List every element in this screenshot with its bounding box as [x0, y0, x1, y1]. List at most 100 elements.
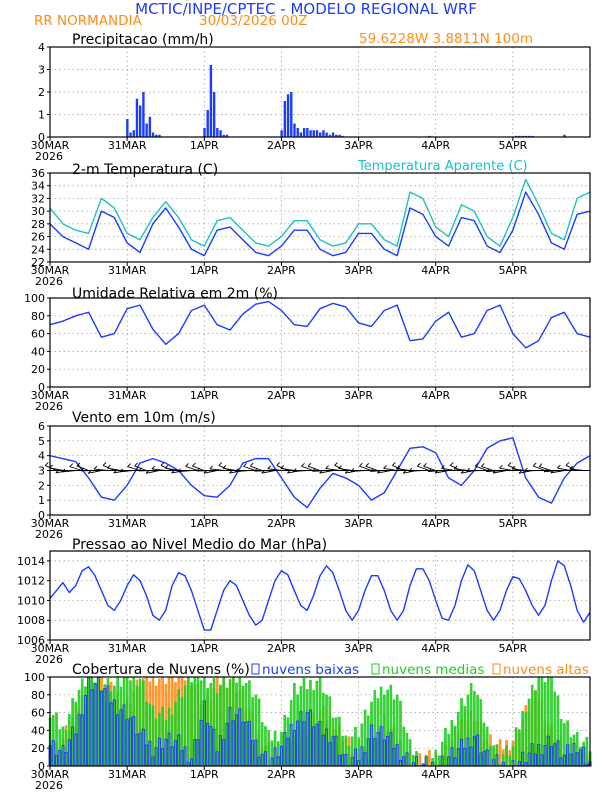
x-tick-label: 3APR: [344, 264, 373, 277]
y-tick-label: 3: [38, 465, 45, 478]
panel-title-temp: 2-m Temperatura (C): [72, 162, 218, 178]
precip-bar: [312, 130, 315, 137]
wind-barb-tip: [243, 463, 247, 467]
precip-bar: [280, 130, 283, 137]
wind-barb-tip: [171, 469, 175, 474]
x-tick-label: 30MAR: [31, 768, 70, 781]
precip-bar: [335, 134, 338, 137]
legend-box-low: [251, 663, 260, 675]
wind-barb-tip: [80, 467, 85, 472]
precip-bar: [135, 98, 139, 137]
precip-bar: [319, 132, 322, 137]
y-tick-label: 0: [38, 381, 45, 394]
x-tick-label: 1APR: [190, 517, 219, 530]
wind-barb-tip: [441, 464, 445, 469]
precip-bar: [338, 134, 341, 137]
wind-barb-tip: [209, 465, 214, 470]
precip-bar: [126, 119, 129, 137]
wind-barb: [417, 465, 430, 471]
cloud-bar-mid: [437, 755, 441, 767]
wind-barb: [533, 465, 546, 471]
precip-bar: [132, 130, 135, 137]
wind-barb: [119, 470, 134, 473]
wind-barb: [127, 466, 141, 471]
precip-bar: [296, 128, 299, 137]
wind-barb-tip: [408, 467, 413, 472]
wind-barb-tip: [261, 469, 266, 474]
wind-barb-tip: [481, 463, 485, 467]
wind-barb: [49, 467, 63, 471]
wind-barb-tip: [383, 465, 387, 469]
wind-barb-tip: [511, 465, 516, 470]
wind-barb-tip: [76, 462, 81, 467]
wind-barb-tip: [377, 469, 381, 474]
precip-bar: [151, 132, 155, 137]
legend-apparent-temp: Temperatura Aparente (C): [357, 159, 528, 174]
y-tick-label: 6: [38, 420, 45, 433]
x-tick-label: 3APR: [344, 139, 373, 152]
precip-bar: [216, 128, 219, 137]
x-tick-label: 30MAR: [31, 642, 70, 655]
wind-barb-tip: [557, 464, 561, 469]
wind-barb: [235, 470, 250, 472]
header-run: 30/03/2026 00Z: [199, 13, 308, 29]
y-tick-label: 0: [38, 509, 45, 522]
wind-barb: [428, 470, 443, 472]
y-tick-label: 24: [31, 243, 45, 256]
wind-barb-tip: [402, 469, 407, 474]
wind-barb: [254, 470, 269, 472]
x-tick-label: 30MAR: [31, 517, 70, 530]
series-line: [49, 178, 591, 247]
wind-barb: [351, 470, 366, 472]
cloud-bar-mid: [434, 749, 438, 767]
wind-barb-tip: [280, 465, 285, 469]
y-tick-label: 80: [31, 310, 45, 323]
x-tick-label: 1APR: [190, 264, 219, 277]
wind-barb-tip: [453, 465, 458, 470]
precip-bar: [206, 110, 209, 137]
x-tick-label: 2APR: [267, 264, 296, 277]
wind-barb: [486, 470, 501, 473]
wind-barb-tip: [119, 468, 124, 473]
x-tick-label: 31MAR: [108, 264, 147, 277]
precip-bar: [209, 65, 213, 137]
panel-frame: [49, 172, 591, 263]
y-tick-label: 26: [31, 231, 45, 244]
cloud-bar-mid: [518, 729, 521, 767]
cloud-bar-mid: [524, 712, 528, 767]
precip-bar: [306, 128, 309, 137]
cloud-bar-mid: [489, 745, 492, 767]
wind-barb-tip: [396, 465, 400, 469]
wind-barb: [370, 470, 385, 472]
wind-barb: [243, 465, 256, 471]
precip-bar: [286, 94, 290, 137]
cloud-bar-mid: [408, 739, 412, 767]
wind-barb: [377, 470, 391, 474]
wind-barb-tip: [55, 469, 60, 474]
wind-barb: [511, 468, 526, 471]
wind-barb-tip: [134, 462, 138, 467]
y-tick-label: 1014: [17, 555, 45, 568]
y-tick-label: 40: [31, 724, 45, 737]
wind-barb-tip: [319, 469, 323, 474]
y-tick-label: 5: [38, 435, 45, 448]
y-tick-label: 100: [24, 671, 45, 684]
cloud-bar-high: [498, 739, 502, 767]
x-tick-label: 5APR: [498, 139, 527, 152]
panel-title-wind: Vento em 10m (m/s): [72, 410, 216, 426]
wind-barb-tip: [69, 463, 74, 467]
wind-barb: [365, 465, 379, 471]
cloud-bar-mid: [444, 727, 447, 767]
series-line: [49, 560, 591, 631]
wind-barb: [569, 468, 584, 471]
wind-barb-tip: [434, 469, 439, 474]
wind-barb: [94, 468, 108, 471]
wind-barb: [312, 470, 327, 472]
wind-barb: [499, 467, 513, 471]
wind-barb: [222, 467, 237, 471]
x-tick-label: 30MAR: [31, 264, 70, 277]
precip-bar: [212, 92, 216, 137]
y-tick-label: 3: [38, 64, 45, 77]
x-year-label: 2026: [35, 653, 63, 666]
wind-barb: [165, 467, 179, 471]
